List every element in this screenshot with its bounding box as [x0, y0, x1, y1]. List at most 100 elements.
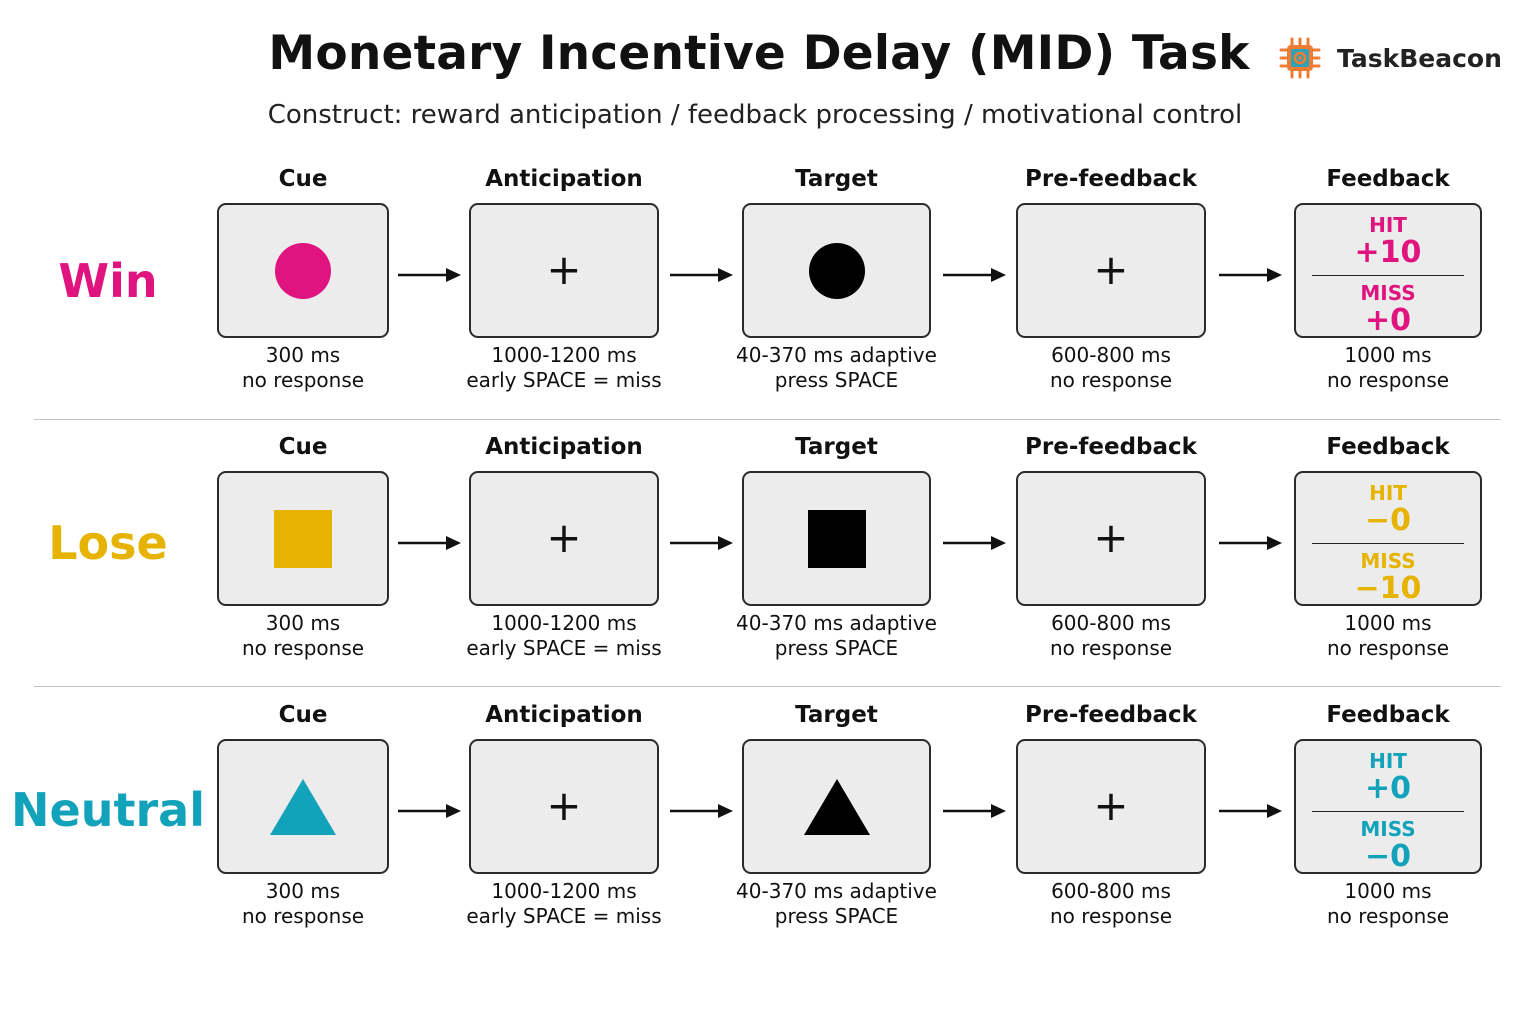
- miss-label: MISS: [1360, 281, 1416, 305]
- condition-row: Lose Cue 300 ms no response Anticipation +100…: [0, 434, 1536, 684]
- stage-anticipation: Anticipation +1000-1200 ms early SPACE = m…: [466, 702, 661, 932]
- stimulus-screen: [217, 471, 389, 606]
- caption-response: no response: [1049, 636, 1173, 660]
- cue-circle: [275, 242, 331, 299]
- stage-anticipation: Anticipation +1000-1200 ms early SPACE = m…: [466, 434, 661, 664]
- caption-duration: 1000 ms: [1344, 343, 1432, 367]
- stage-name: Target: [795, 702, 878, 728]
- stimulus-screen: +: [469, 203, 659, 338]
- caption-duration: 300 ms: [265, 879, 341, 903]
- stage-caption: 1000-1200 ms early SPACE = miss: [409, 879, 719, 929]
- stage-caption: 600-800 ms no response: [956, 611, 1266, 661]
- stage-name: Pre-feedback: [1025, 702, 1197, 728]
- stage-caption: 300 ms no response: [157, 611, 449, 661]
- feedback-divider: [1312, 811, 1464, 812]
- stimulus-screen: [217, 739, 389, 874]
- caption-response: press SPACE: [774, 368, 899, 392]
- stage-caption: 1000 ms no response: [1234, 611, 1536, 661]
- stimulus-screen: [742, 203, 931, 338]
- caption-response: no response: [1049, 368, 1173, 392]
- miss-value: −10: [1354, 571, 1422, 606]
- condition-label: Neutral: [11, 783, 205, 837]
- stage-name: Feedback: [1326, 702, 1450, 728]
- feedback-divider: [1312, 543, 1464, 544]
- stage-prefeedback: Pre-feedback +600-800 ms no response: [1016, 702, 1206, 932]
- caption-duration: 1000-1200 ms: [491, 611, 637, 635]
- flow-arrow-icon: [943, 536, 1006, 550]
- fixation-cross: +: [546, 780, 582, 830]
- stimulus-screen: HIT +0 MISS −0: [1294, 739, 1482, 874]
- flow-arrow-icon: [943, 804, 1006, 818]
- condition-row: Neutral Cue 300 ms no response Anticipation +…: [0, 702, 1536, 952]
- flow-arrow-icon: [670, 536, 733, 550]
- stage-feedback: Feedback HIT +0 MISS −0 1000 ms no response: [1294, 702, 1482, 932]
- row-divider: [34, 419, 1501, 420]
- flow-arrow-icon: [1219, 268, 1282, 282]
- stage-prefeedback: Pre-feedback +600-800 ms no response: [1016, 166, 1206, 396]
- hit-value: −0: [1364, 503, 1411, 538]
- target-circle: [808, 242, 865, 299]
- caption-duration: 1000 ms: [1344, 611, 1432, 635]
- condition-row: Win Cue 300 ms no response Anticipation +1000…: [0, 166, 1536, 416]
- caption-response: early SPACE = miss: [466, 904, 662, 928]
- caption-response: early SPACE = miss: [466, 636, 662, 660]
- caption-duration: 600-800 ms: [1051, 879, 1171, 903]
- flow-arrow-icon: [670, 804, 733, 818]
- stage-cue: Cue 300 ms no response: [217, 434, 389, 664]
- stage-caption: 40-370 ms adaptive press SPACE: [682, 611, 991, 661]
- caption-response: press SPACE: [774, 636, 899, 660]
- stage-anticipation: Anticipation +1000-1200 ms early SPACE = m…: [466, 166, 661, 396]
- page-title: Monetary Incentive Delay (MID) Task: [268, 26, 1250, 81]
- stage-name: Target: [795, 166, 878, 192]
- stage-caption: 1000 ms no response: [1234, 879, 1536, 929]
- caption-duration: 600-800 ms: [1051, 343, 1171, 367]
- stage-name: Feedback: [1326, 434, 1450, 460]
- stimulus-screen: [742, 739, 931, 874]
- stimulus-screen: [742, 471, 931, 606]
- flow-arrow-icon: [1219, 804, 1282, 818]
- caption-duration: 40-370 ms adaptive: [736, 879, 937, 903]
- caption-duration: 1000-1200 ms: [491, 343, 637, 367]
- stage-name: Pre-feedback: [1025, 434, 1197, 460]
- fixation-cross: +: [1093, 244, 1129, 294]
- flow-arrow-icon: [943, 268, 1006, 282]
- stage-name: Cue: [278, 434, 328, 460]
- condition-label: Win: [58, 254, 158, 308]
- stimulus-screen: +: [1016, 739, 1206, 874]
- stage-caption: 300 ms no response: [157, 343, 449, 393]
- stage-caption: 1000-1200 ms early SPACE = miss: [409, 343, 719, 393]
- brand: TaskBeacon: [1278, 36, 1502, 80]
- feedback-hit: HIT +10: [1296, 214, 1480, 270]
- stage-name: Cue: [278, 166, 328, 192]
- hit-value: +10: [1354, 235, 1422, 270]
- stage-target: Target 40-370 ms adaptive press SPACE: [736, 702, 937, 932]
- stage-caption: 600-800 ms no response: [956, 879, 1266, 929]
- caption-duration: 40-370 ms adaptive: [736, 611, 937, 635]
- stage-cue: Cue 300 ms no response: [217, 702, 389, 932]
- stimulus-screen: +: [469, 739, 659, 874]
- stage-caption: 40-370 ms adaptive press SPACE: [682, 879, 991, 929]
- caption-response: no response: [1049, 904, 1173, 928]
- stage-caption: 1000 ms no response: [1234, 343, 1536, 393]
- stage-name: Anticipation: [485, 434, 643, 460]
- cue-triangle: [270, 778, 336, 835]
- caption-response: press SPACE: [774, 904, 899, 928]
- feedback-miss: MISS −10: [1296, 550, 1480, 606]
- row-divider: [34, 686, 1501, 687]
- stage-cue: Cue 300 ms no response: [217, 166, 389, 396]
- stimulus-screen: +: [1016, 203, 1206, 338]
- hit-label: HIT: [1369, 749, 1407, 773]
- stimulus-screen: +: [1016, 471, 1206, 606]
- caption-duration: 300 ms: [265, 343, 341, 367]
- feedback-hit: HIT +0: [1296, 750, 1480, 806]
- feedback-miss: MISS −0: [1296, 818, 1480, 874]
- caption-response: early SPACE = miss: [466, 368, 662, 392]
- caption-duration: 40-370 ms adaptive: [736, 343, 937, 367]
- target-triangle: [803, 778, 870, 835]
- condition-label: Lose: [48, 516, 168, 570]
- stage-caption: 300 ms no response: [157, 879, 449, 929]
- caption-response: no response: [241, 636, 365, 660]
- stage-name: Feedback: [1326, 166, 1450, 192]
- stage-name: Cue: [278, 702, 328, 728]
- feedback-hit: HIT −0: [1296, 482, 1480, 538]
